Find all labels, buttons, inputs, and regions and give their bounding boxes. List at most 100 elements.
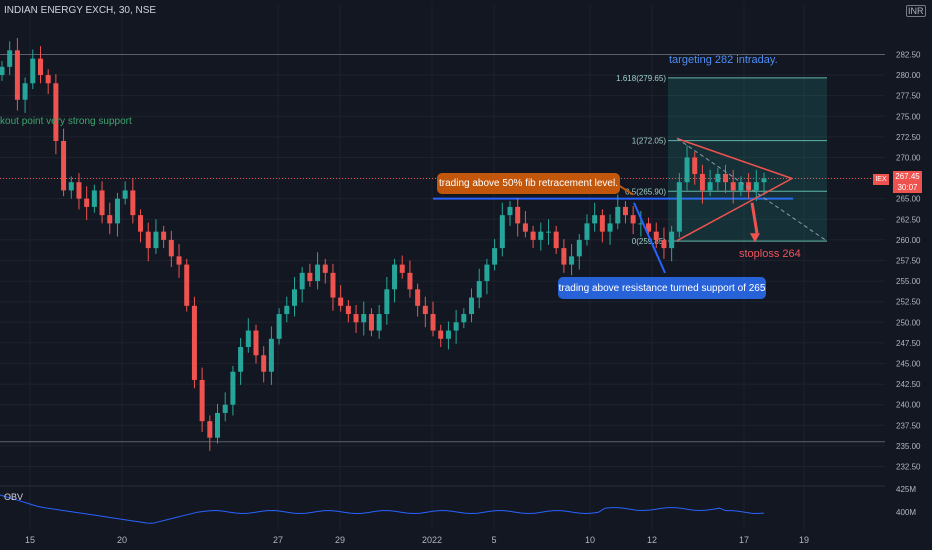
price-tick-label: 245.00 (896, 360, 921, 369)
candle-body (238, 347, 244, 372)
candle-body (307, 272, 313, 282)
breakout-note[interactable]: breakout point very strong support (0, 116, 132, 127)
candle-body (84, 198, 90, 207)
price-tick-label: 275.00 (896, 112, 921, 121)
candle-body (261, 355, 267, 372)
candle-body (453, 322, 459, 331)
candle-body (684, 157, 690, 183)
candle-body (615, 206, 621, 224)
candle-body (407, 272, 413, 290)
time-tick-label: 12 (647, 535, 657, 545)
stoploss-note[interactable]: stoploss 264 (739, 248, 801, 260)
stoploss-arrow (750, 202, 759, 234)
obv-line (0, 494, 765, 524)
candle-body (653, 231, 659, 240)
candle-body (584, 223, 590, 240)
candle-body (415, 289, 421, 306)
candle-body (723, 173, 729, 183)
drawing-tools (609, 137, 828, 274)
candle-body (191, 305, 197, 380)
stoploss-arrowhead (750, 233, 760, 243)
candle-body (161, 231, 167, 240)
candle-body (507, 206, 513, 216)
candle-body (361, 314, 367, 323)
candle-body (130, 190, 136, 216)
candle-body (37, 58, 43, 76)
candle-body (268, 338, 274, 372)
candle-body (538, 231, 544, 240)
fib-level-label: 0(259.85) (632, 237, 667, 246)
time-tick-label: 15 (25, 535, 35, 545)
price-tick-label: 235.00 (896, 442, 921, 451)
candle-body (199, 379, 205, 422)
candle-body (399, 264, 405, 273)
fib-level-label: 1(272.05) (632, 137, 667, 146)
candle-body (461, 314, 467, 323)
fib-note[interactable]: trading above 50% fib retracement level. (437, 173, 620, 194)
candle-body (0, 66, 5, 76)
candle-body (607, 223, 613, 232)
price-axis: 282.50 280.00 277.50 275.00 272.50 270.00 267.… (896, 50, 921, 471)
candle-body (53, 83, 59, 141)
time-tick-label: 5 (491, 535, 496, 545)
candle-body (484, 264, 490, 282)
candle-body (7, 50, 13, 67)
price-tick-label: 240.00 (896, 401, 921, 410)
candle-body (676, 182, 682, 232)
candle-body (76, 182, 82, 199)
candle-body (392, 264, 398, 290)
candle-body (168, 239, 174, 257)
candle-body (99, 190, 105, 216)
candle-body (630, 215, 636, 224)
callout-pointer (633, 202, 666, 274)
candle-body (530, 231, 536, 240)
candle-body (107, 215, 113, 224)
candle-body (353, 314, 359, 323)
price-tick-label: 270.00 (896, 153, 921, 162)
time-tick-label: 29 (335, 535, 345, 545)
price-tick-label: 265.00 (896, 195, 921, 204)
candle-body (738, 182, 744, 191)
candle-body (145, 231, 151, 249)
symbol-title[interactable]: INDIAN ENERGY EXCH, 30, NSE (4, 5, 157, 16)
price-tick-label: 257.50 (896, 256, 921, 265)
candle-body (30, 58, 36, 84)
price-tick-label: 250.00 (896, 318, 921, 327)
support-note[interactable]: trading above resistance turned support … (558, 277, 766, 299)
candle-body (315, 264, 321, 282)
candle-body (522, 223, 528, 232)
candle-body (45, 75, 51, 84)
candle-body (215, 412, 221, 438)
price-tick-label: 272.50 (896, 133, 921, 142)
candle-body (176, 256, 182, 265)
candle-body (622, 206, 628, 216)
candle-body (545, 231, 551, 233)
candle-body (638, 223, 644, 225)
candle-body (138, 215, 144, 232)
candle-body (761, 178, 767, 183)
candle-body (322, 264, 328, 273)
price-tick-label: 282.50 (896, 50, 921, 59)
candle-body (345, 305, 351, 315)
candle-body (422, 305, 428, 315)
price-tick-label: 280.00 (896, 71, 921, 80)
candle-body (338, 297, 344, 306)
price-tick-label: 262.50 (896, 215, 921, 224)
candle-body (599, 215, 605, 232)
currency-badge: INR (906, 5, 926, 17)
target-note[interactable]: targeting 282 intraday. (669, 54, 778, 66)
candle-body (245, 330, 251, 348)
candle-body (91, 190, 97, 207)
candle-body (469, 297, 475, 315)
time-tick-label: 17 (739, 535, 749, 545)
price-tick-label: 242.50 (896, 380, 921, 389)
candle-body (699, 173, 705, 191)
candle-body (430, 314, 436, 331)
candle-body (114, 198, 120, 224)
candle-body (284, 305, 290, 315)
price-tick-label: 247.50 (896, 339, 921, 348)
candle-body (561, 248, 567, 265)
candle-body (184, 264, 190, 306)
obv-tick-label: 400M (896, 508, 916, 517)
